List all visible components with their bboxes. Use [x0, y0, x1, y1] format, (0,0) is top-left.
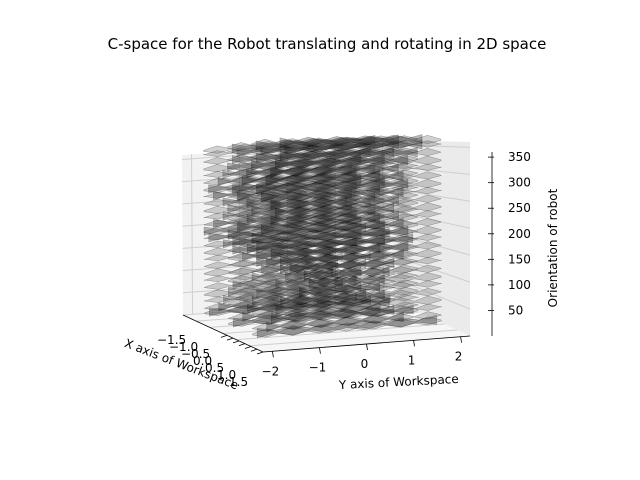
axes-frame: −2 −1 0 1 2 −1.5−1.0−0.50.00.51.01.5 50 100 150 2…	[157, 150, 531, 389]
surface-facet-dense	[256, 281, 362, 299]
x-tick-mark	[256, 351, 264, 355]
y-tick-label: 0	[361, 357, 369, 371]
grid-line-z	[182, 255, 471, 283]
surface-facet	[251, 210, 442, 225]
surface-facet-dense	[308, 274, 385, 289]
surface-facet-dense	[261, 186, 404, 203]
surface-facet-dense	[280, 289, 385, 307]
grid-line-x	[249, 329, 458, 347]
z-tick-label: 300	[508, 176, 531, 190]
x-tick-mark	[220, 334, 228, 338]
surface-facet	[228, 301, 419, 321]
x-tick-mark	[238, 343, 246, 347]
x-tick-mark	[244, 346, 252, 349]
surface-facet-dense	[270, 163, 399, 178]
surface-facet	[251, 241, 442, 259]
surface-facet-dense	[279, 134, 423, 148]
surface-facet-dense	[246, 235, 385, 254]
x-tick-mark	[226, 337, 234, 341]
surface-facet-dense	[227, 221, 385, 240]
x-tick-mark	[232, 340, 240, 344]
surface-facet-dense	[232, 176, 385, 194]
y-tick-label: 1	[408, 353, 416, 367]
x-tick-label: 1.5	[229, 375, 248, 389]
y-tick-label: 2	[455, 350, 463, 364]
y-tick-mark	[366, 343, 368, 351]
surface-facet-dense	[251, 225, 409, 244]
surface-facet-dense	[266, 312, 404, 333]
x-tick-label: −0.5	[181, 347, 210, 361]
surface-facet	[251, 163, 442, 177]
surface-facet-dense	[255, 147, 395, 163]
grid-line-z	[182, 210, 471, 229]
surface-facet-dense	[255, 134, 399, 151]
z-tick-label: 350	[508, 150, 531, 164]
y-tick-label: −1	[309, 361, 327, 375]
surface-facet	[251, 233, 442, 250]
surface-facet-dense	[270, 241, 409, 259]
surface-facet-dense	[256, 178, 409, 195]
surface-plot	[203, 134, 442, 339]
z-tick-label: 200	[508, 227, 531, 241]
z-axis-label: Orientation of robot	[546, 188, 560, 307]
surface-facet-dense	[270, 194, 399, 211]
z-tick-label: 250	[508, 201, 531, 215]
surface-facet	[251, 135, 442, 149]
y-tick-mark	[272, 351, 274, 358]
surface-facet	[251, 218, 442, 234]
surface-facet-dense	[251, 199, 371, 216]
surface-facet-dense	[256, 314, 437, 339]
surface-facet	[227, 147, 418, 163]
grid-line-x	[236, 323, 445, 341]
y-tick-mark	[319, 347, 321, 354]
surface-facet	[227, 213, 418, 231]
surface-facet-dense	[246, 192, 376, 209]
x-tick-label: 0.0	[193, 354, 212, 368]
z-tick-label: 150	[508, 252, 531, 266]
surface-facet-dense	[256, 233, 413, 252]
surface-facet-dense	[261, 218, 404, 235]
surface-facet-dense	[237, 184, 380, 202]
surface-facet	[252, 316, 442, 338]
grid-line-z	[182, 277, 471, 310]
surface-facet	[252, 295, 442, 316]
z-tick-label: 50	[508, 303, 523, 317]
surface-facet-dense	[237, 213, 381, 232]
x-tick-label: 0.5	[205, 361, 224, 375]
surface-facet-dense	[275, 297, 390, 316]
surface-facet	[251, 140, 442, 152]
surface-facet	[227, 206, 418, 223]
surface-facet-dense	[232, 228, 390, 247]
x-tick-mark	[250, 348, 258, 352]
y-tick-mark	[460, 336, 462, 343]
surface-facet	[251, 171, 442, 186]
z-tick-label: 100	[508, 278, 531, 292]
x-tick-label: −1.0	[169, 340, 198, 354]
chart-title: C-space for the Robot translating and ro…	[108, 35, 547, 53]
surface-facet	[252, 311, 442, 332]
surface-facet-dense	[242, 302, 381, 322]
x-tick-label: 1.0	[217, 368, 236, 382]
surface-facet-dense	[275, 155, 409, 170]
surface-facet	[203, 147, 395, 165]
surface-facet	[251, 272, 442, 292]
surface-facet	[251, 186, 442, 201]
x-axis-line	[182, 314, 264, 353]
surface-facet	[251, 148, 442, 161]
x-tick-label: −1.5	[157, 333, 186, 347]
surface-facet-dense	[265, 171, 404, 186]
surface-facet-dense	[270, 210, 399, 227]
y-tick-label: −2	[262, 364, 280, 378]
surface-facet-dense	[218, 292, 358, 312]
y-axis-label: Y axis of Workspace	[338, 372, 460, 392]
surface-facet	[251, 249, 442, 268]
y-tick-mark	[413, 340, 415, 347]
surface-facet-dense	[279, 147, 418, 162]
surface-facet-dense	[275, 202, 394, 218]
surface-facet	[251, 225, 442, 243]
